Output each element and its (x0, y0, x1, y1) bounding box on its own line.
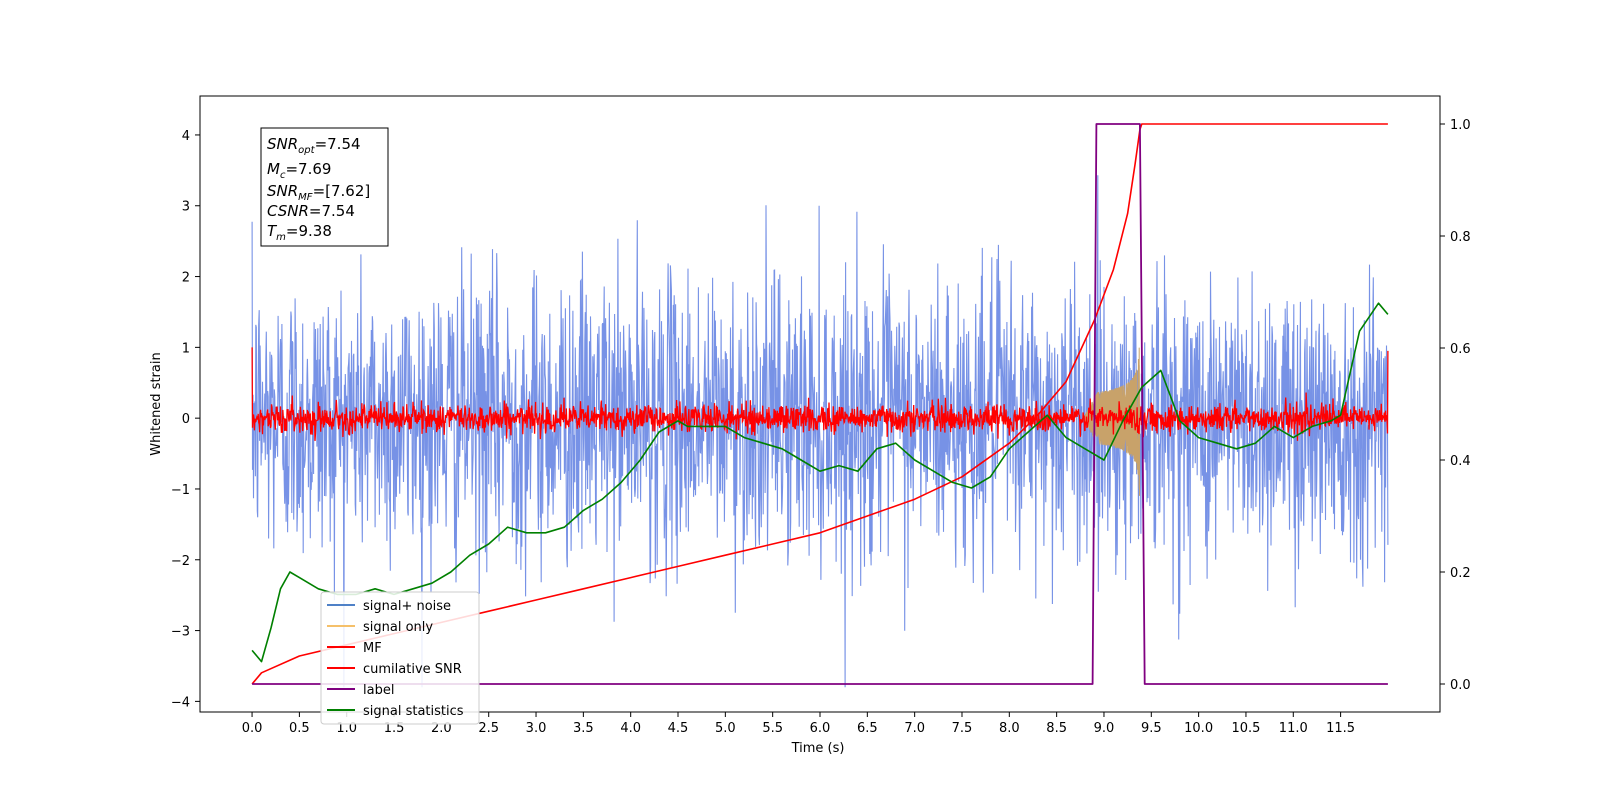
series-label (252, 123, 1388, 685)
legend-label: label (363, 683, 394, 698)
legend-label: signal statistics (363, 704, 464, 719)
y-tick-label: −4 (171, 695, 190, 710)
x-tick-label: 2.5 (478, 721, 499, 736)
info-mc: Mc=7.69 (267, 160, 331, 181)
y-axis-right: 0.0 0.2 0.4 0.6 0.8 1.0 (1440, 118, 1471, 693)
x-tick-label: 3.0 (526, 721, 547, 736)
x-axis-label: Time (s) (791, 741, 845, 756)
y-tick-label: 0 (182, 412, 190, 427)
info-box-frame (260, 127, 389, 247)
series-mf (251, 347, 1389, 441)
x-tick-label: 1.5 (384, 721, 405, 736)
x-tick-label: 6.0 (810, 721, 831, 736)
info-csnr: CSNR=7.54 (267, 202, 355, 220)
x-axis: 0.0 0.5 1.0 1.5 2.0 2.5 3.0 3.5 4.0 4.5 5.0 5.5 6.0 6… (242, 712, 1355, 736)
x-tick-label: 2.0 (431, 721, 452, 736)
y-tick-label: 3 (182, 200, 190, 215)
y-axis-label: Whitened strain (149, 352, 164, 455)
legend-label: MF (363, 641, 382, 656)
y2-tick-label: 0.0 (1450, 678, 1471, 693)
x-tick-label: 8.0 (999, 721, 1020, 736)
y2-tick-label: 1.0 (1450, 118, 1471, 133)
legend-frame (320, 591, 480, 725)
y2-tick-label: 0.8 (1450, 230, 1471, 245)
info-tm: Tm=9.38 (267, 222, 332, 243)
y-axis-left: −4 −3 −2 −1 0 1 2 3 4 (171, 129, 200, 710)
x-tick-label: 1.0 (336, 721, 357, 736)
x-tick-label: 5.5 (762, 721, 783, 736)
y-tick-label: 4 (182, 129, 190, 144)
info-box: SNRopt=7.54 Mc=7.69 SNRMF=[7.62] CSNR=7.… (260, 127, 389, 247)
x-tick-label: 5.0 (715, 721, 736, 736)
legend-label: signal+ noise (363, 599, 451, 614)
x-tick-label: 10.5 (1231, 721, 1260, 736)
legend-label: signal only (363, 620, 433, 635)
y-tick-label: −2 (171, 554, 190, 569)
y-tick-label: 2 (182, 271, 190, 286)
y2-tick-label: 0.6 (1450, 342, 1471, 357)
x-tick-label: 11.5 (1326, 721, 1355, 736)
info-snr-opt: SNRopt=7.54 (267, 135, 361, 156)
x-tick-label: 9.0 (1094, 721, 1115, 736)
x-tick-label: 7.0 (904, 721, 925, 736)
info-snr-mf: SNRMF=[7.62] (267, 182, 370, 203)
legend: signal+ noise signal only MF cumilative SNR… (320, 591, 480, 725)
y2-tick-label: 0.2 (1450, 566, 1471, 581)
x-tick-label: 0.5 (289, 721, 310, 736)
y-tick-label: −3 (171, 625, 190, 640)
x-tick-label: 11.0 (1279, 721, 1308, 736)
y-tick-label: −1 (171, 483, 190, 498)
y2-tick-label: 0.4 (1450, 454, 1471, 469)
x-tick-label: 0.0 (242, 721, 263, 736)
y-tick-label: 1 (182, 341, 190, 356)
x-tick-label: 9.5 (1141, 721, 1162, 736)
x-tick-label: 3.5 (573, 721, 594, 736)
series-signal-noise (251, 175, 1389, 688)
legend-label: cumilative SNR (363, 662, 462, 677)
x-tick-label: 8.5 (1046, 721, 1067, 736)
x-tick-label: 6.5 (857, 721, 878, 736)
x-tick-label: 4.5 (668, 721, 689, 736)
series-signal-statistics (251, 302, 1389, 663)
x-tick-label: 7.5 (952, 721, 973, 736)
x-tick-label: 10.0 (1184, 721, 1213, 736)
x-tick-label: 4.0 (620, 721, 641, 736)
